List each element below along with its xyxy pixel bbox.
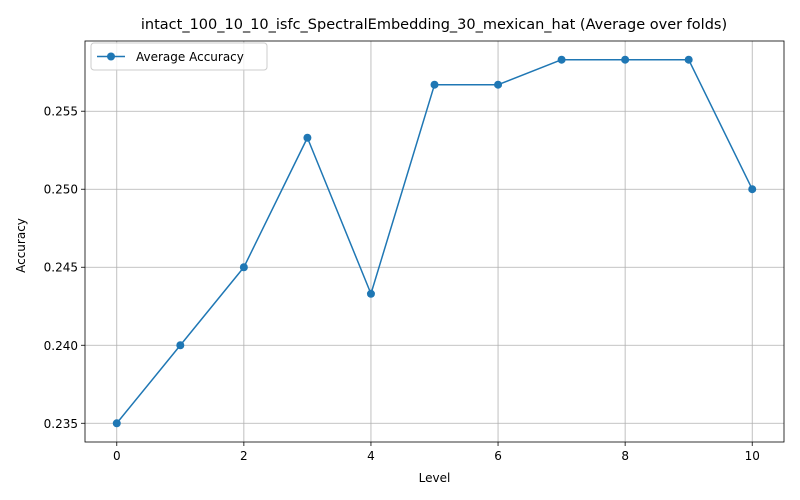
x-tick-label: 6 — [494, 449, 502, 463]
data-point — [684, 55, 693, 64]
x-tick-label: 4 — [367, 449, 375, 463]
y-tick-label: 0.250 — [44, 183, 78, 197]
data-point — [176, 341, 185, 350]
x-tick-label: 8 — [621, 449, 629, 463]
y-tick-label: 0.255 — [44, 105, 78, 119]
grid — [85, 41, 784, 442]
plot-frame — [84, 40, 785, 443]
legend: Average Accuracy — [90, 42, 268, 71]
x-axis-label: Level — [419, 471, 451, 485]
y-tick-label: 0.240 — [44, 339, 78, 353]
data-point — [621, 55, 630, 64]
chart-title: intact_100_10_10_isfc_SpectralEmbedding_… — [141, 17, 727, 33]
data-point — [303, 133, 312, 142]
legend-box — [90, 42, 268, 71]
data-point — [557, 55, 566, 64]
x-tick-label: 0 — [113, 449, 121, 463]
data-point — [748, 185, 757, 194]
y-tick-label: 0.235 — [44, 417, 78, 431]
axes: 0 2 4 6 8 10 0.235 0.240 0.245 0.250 0.255 — [44, 40, 785, 463]
y-tick-label: 0.245 — [44, 261, 78, 275]
legend-label: Average Accuracy — [136, 50, 244, 64]
x-tick-label: 10 — [745, 449, 760, 463]
legend-marker-sample — [107, 52, 115, 61]
data-point — [494, 80, 503, 89]
series-layer — [112, 55, 757, 428]
y-axis-label: Accuracy — [14, 218, 28, 273]
data-point — [366, 289, 375, 298]
data-point — [112, 419, 121, 428]
x-tick-label: 2 — [240, 449, 248, 463]
data-point — [430, 80, 439, 89]
data-point — [239, 263, 248, 272]
